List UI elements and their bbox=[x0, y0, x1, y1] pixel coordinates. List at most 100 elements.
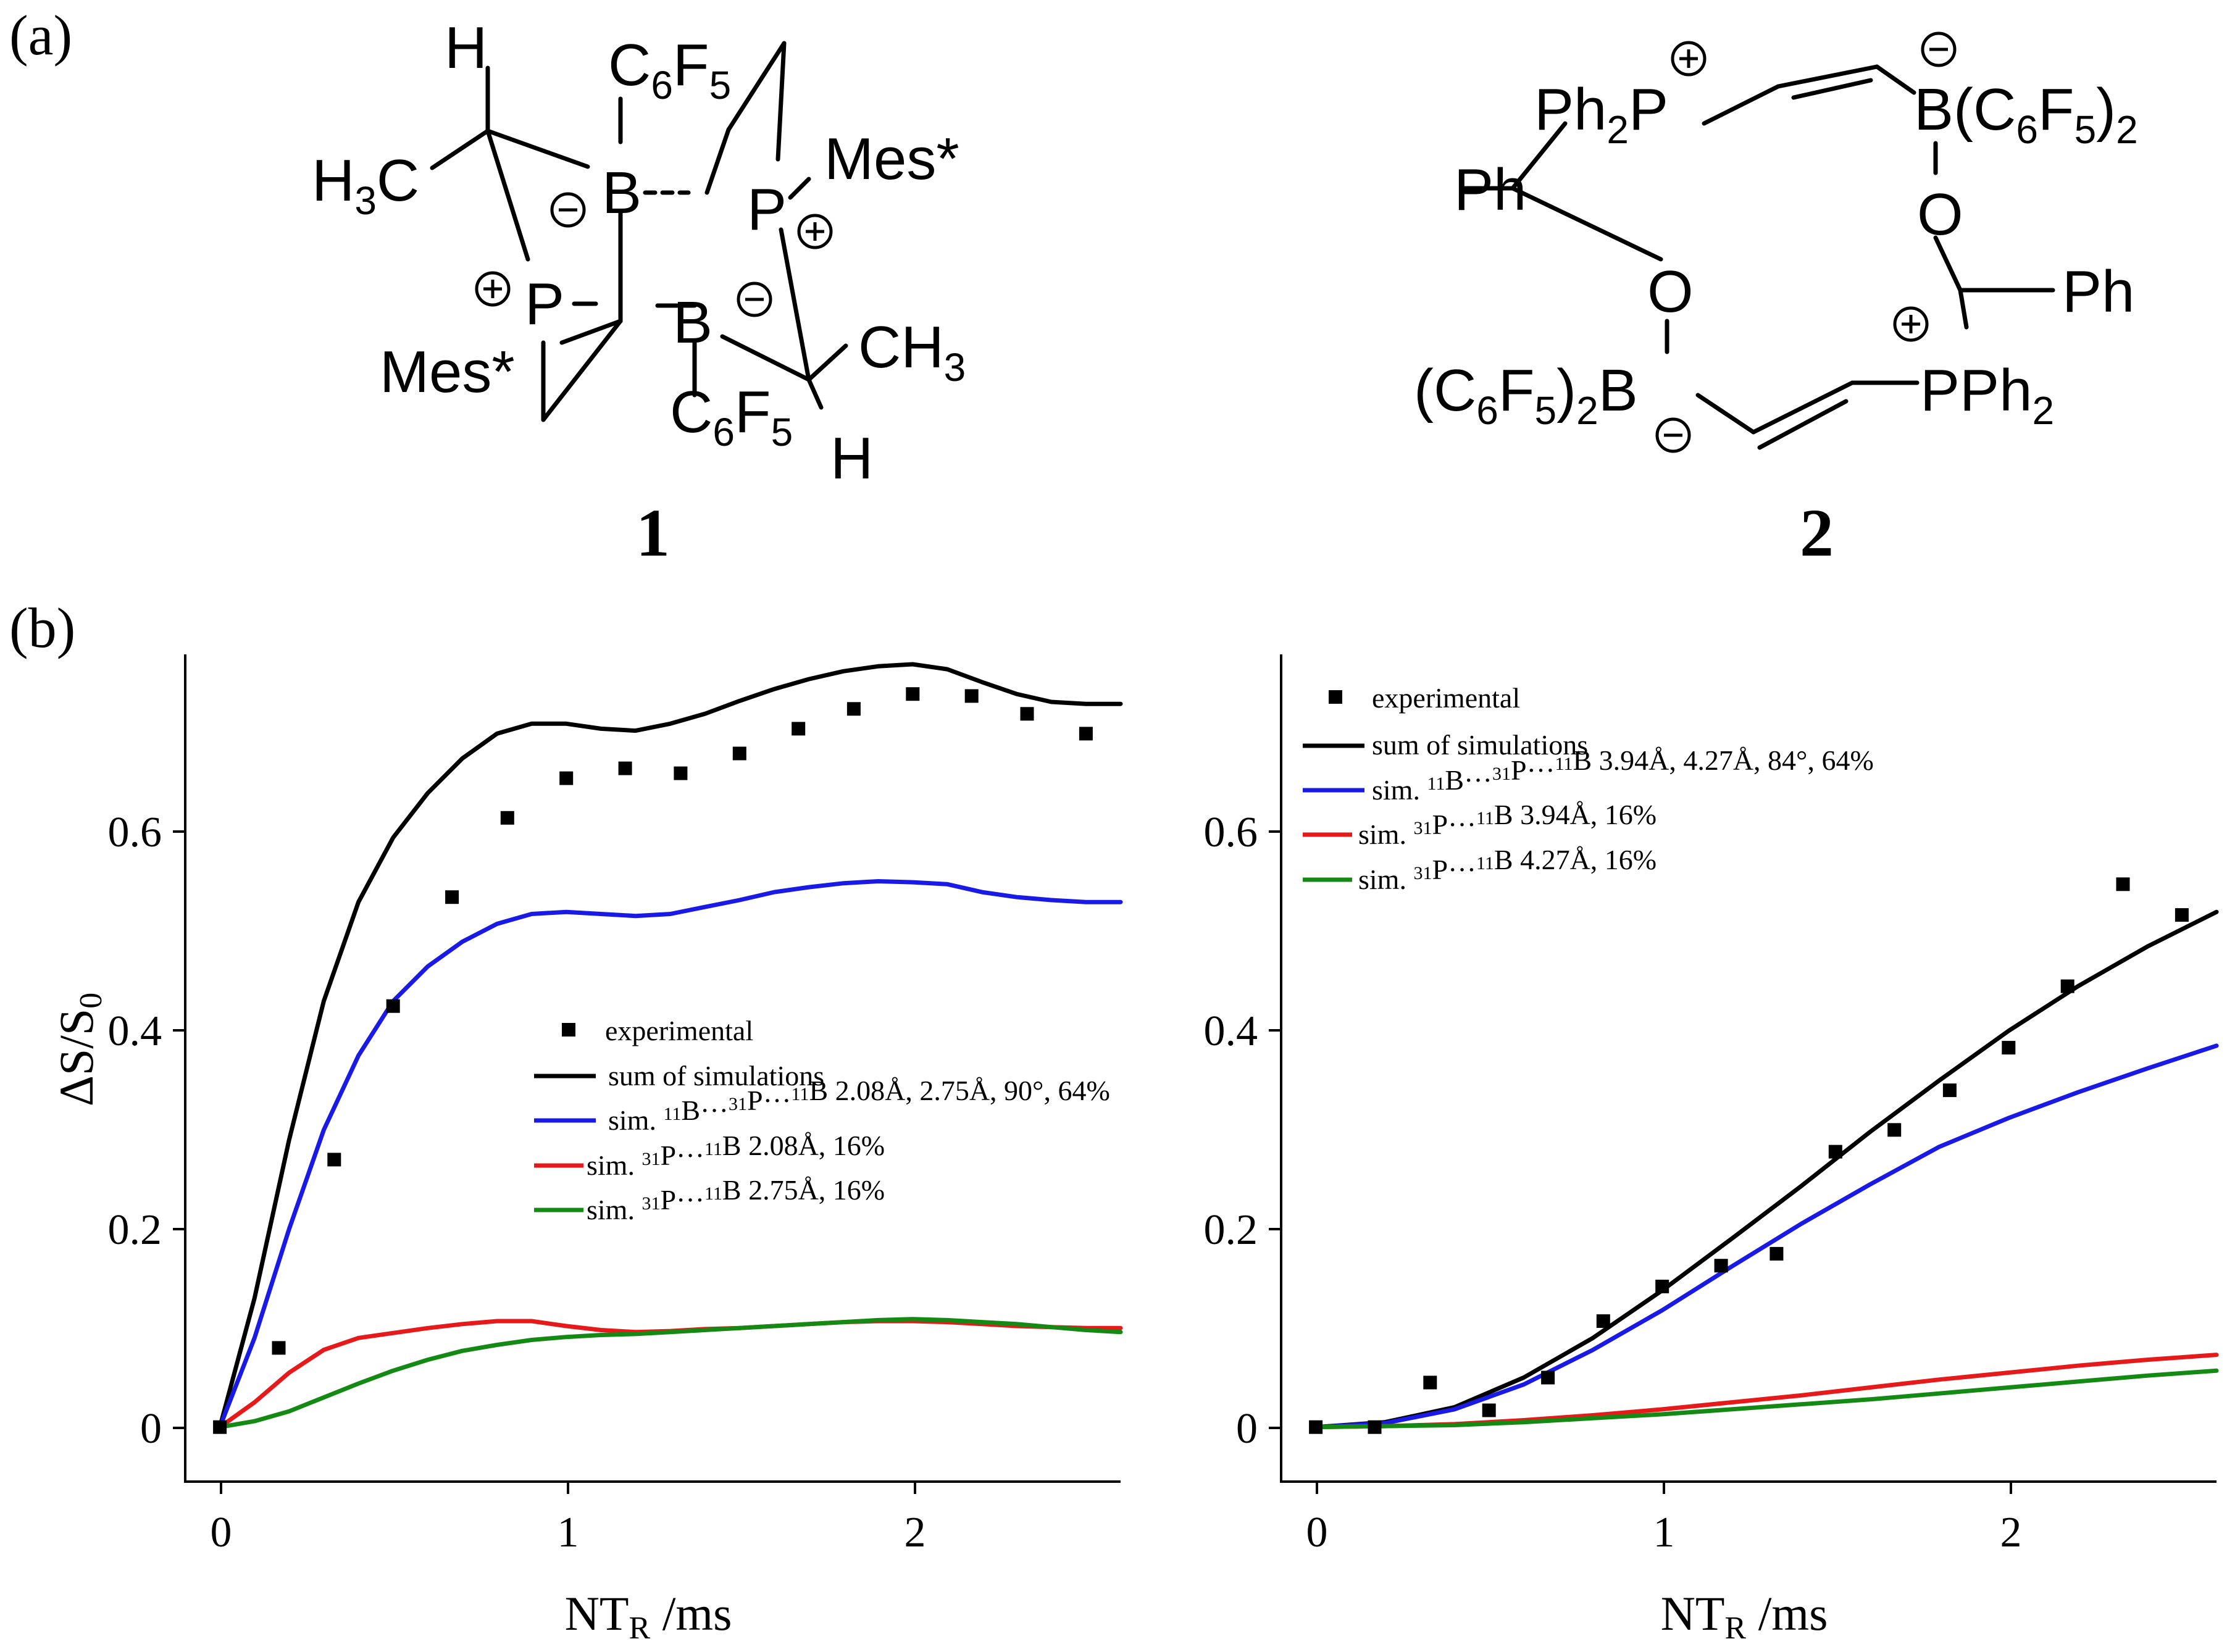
c2-atom-c6f52b: (C6F5)2B bbox=[1414, 357, 1638, 433]
legend-label-sim-pb-a: sim. 31P···11B 2.08Å, 16% bbox=[587, 1130, 885, 1181]
data-point-experimental bbox=[1368, 1420, 1382, 1434]
data-point-experimental bbox=[618, 761, 632, 775]
data-point-experimental bbox=[2116, 877, 2130, 891]
chart-left-legend: experimental sum of simulations sim. 11B… bbox=[534, 1015, 1110, 1225]
c1-atom-p-left: P bbox=[525, 271, 564, 337]
data-point-experimental bbox=[1541, 1370, 1555, 1385]
data-point-experimental bbox=[846, 702, 861, 716]
data-point-experimental bbox=[1423, 1375, 1437, 1390]
chart-right-xtick-label: 2 bbox=[2000, 1509, 2022, 1556]
data-point-experimental bbox=[2175, 908, 2189, 922]
chart-right-xtick-label: 1 bbox=[1653, 1509, 1675, 1556]
data-point-experimental bbox=[1020, 707, 1034, 721]
compound-2-structure: Ph2P B(C6F5)2 Ph O O Ph (C6F5)2B PPh2 2 bbox=[1414, 33, 2138, 570]
c1-atom-h-top: H bbox=[445, 15, 487, 81]
series-line-sum-of-simulations bbox=[1313, 909, 2219, 1430]
data-point-experimental bbox=[1942, 1083, 1957, 1098]
chart-left-x-axis-title: NTR /ms bbox=[565, 1587, 732, 1646]
c2-plus-charge-icon bbox=[1895, 308, 1927, 340]
chart-right-xtick-label: 0 bbox=[1306, 1509, 1328, 1556]
data-point-experimental bbox=[386, 999, 400, 1013]
data-point-experimental bbox=[1655, 1279, 1669, 1293]
legend-label-sum: sum of simulations bbox=[608, 1060, 824, 1091]
data-point-experimental bbox=[1887, 1123, 1902, 1137]
legend-label-experimental: experimental bbox=[1372, 682, 1520, 714]
compound-2-bonds bbox=[1461, 64, 2055, 450]
chart-left-xtick-label: 0 bbox=[211, 1509, 232, 1556]
c2-atom-o-left: O bbox=[1647, 259, 1694, 325]
c2-atom-ph-left: Ph bbox=[1454, 157, 1526, 223]
chart-left-y-axis-title: ΔS/S0 bbox=[49, 993, 109, 1107]
c2-minus-charge-icon bbox=[1923, 33, 1955, 65]
series-line-sum-of-simulations bbox=[217, 662, 1123, 1430]
chart-left-xtick-label: 1 bbox=[558, 1509, 579, 1556]
data-point-experimental bbox=[1482, 1403, 1496, 1417]
chart-right-series bbox=[1309, 877, 2219, 1434]
chart-right-axes-frame bbox=[1280, 654, 2217, 1483]
data-point-experimental bbox=[272, 1341, 286, 1355]
chart-left-xtick-label: 2 bbox=[905, 1509, 926, 1556]
c1-minus-charge-icon bbox=[552, 194, 584, 226]
series-line-sim-11b-31p-11b-2-08-2-75-90-64 bbox=[217, 879, 1123, 1430]
data-point-experimental bbox=[500, 811, 514, 825]
series-line-sim-31p-11b-2-08-16 bbox=[217, 1319, 1123, 1430]
c1-atom-c6f5-bottom: C6F5 bbox=[670, 379, 793, 454]
chart-right-ticks bbox=[1269, 830, 2012, 1494]
c1-atom-c6f5-top: C6F5 bbox=[608, 32, 731, 107]
data-point-experimental bbox=[674, 766, 688, 780]
legend-label-sim-bpb: sim. 11B···31P···11B 3.94Å, 4.27Å, 84°, … bbox=[1372, 745, 1874, 806]
c1-atom-mes-left: Mes* bbox=[380, 339, 515, 405]
legend-marker-experimental bbox=[562, 1023, 575, 1037]
data-point-experimental bbox=[1309, 1420, 1323, 1434]
c1-atom-h3c: H3C bbox=[312, 148, 419, 223]
data-point-experimental bbox=[559, 771, 574, 785]
series-line-sim-11b-31p-11b-3-94-4-27-84-64 bbox=[1313, 1043, 2219, 1430]
data-point-experimental bbox=[1596, 1314, 1610, 1328]
chart-right-ytick-label: 0.4 bbox=[1204, 1007, 1258, 1055]
chart-left-ytick-label: 0.4 bbox=[108, 1007, 162, 1055]
compound-1-bonds bbox=[430, 41, 848, 422]
c1-plus-charge-icon bbox=[799, 215, 831, 248]
data-point-experimental bbox=[445, 890, 459, 904]
chart-left-axes-frame bbox=[184, 654, 1121, 1483]
compound-1-structure: H H3C C6F5 B P Mes* P B CH3 Mes* C6F5 H … bbox=[312, 15, 966, 570]
c1-plus-charge-icon bbox=[477, 273, 509, 305]
chart-right-ytick-label: 0 bbox=[1236, 1405, 1258, 1453]
series-line-sim-31p-11b-4-27-16 bbox=[1313, 1368, 2219, 1430]
data-point-experimental bbox=[1828, 1145, 1842, 1159]
legend-label-sim-pb-a: sim. 31P···11B 3.94Å, 16% bbox=[1358, 799, 1657, 850]
data-point-experimental bbox=[327, 1153, 341, 1167]
series-line-sim-31p-11b-3-94-16 bbox=[1313, 1353, 2219, 1430]
chart-right-legend: experimental sum of simulations sim. 11B… bbox=[1303, 682, 1874, 895]
chart-left-ticks bbox=[173, 830, 916, 1494]
c2-plus-charge-icon bbox=[1673, 43, 1705, 75]
c2-minus-charge-icon bbox=[1657, 419, 1689, 451]
data-point-experimental bbox=[1714, 1259, 1728, 1273]
compound-2-number: 2 bbox=[1800, 495, 1834, 570]
panel-a-label: (a) bbox=[9, 4, 72, 67]
data-point-experimental bbox=[2002, 1041, 2016, 1055]
legend-marker-experimental bbox=[1329, 690, 1342, 704]
data-point-experimental bbox=[1769, 1246, 1784, 1261]
chart-left-series bbox=[213, 662, 1123, 1434]
c1-atom-ch3: CH3 bbox=[858, 314, 966, 390]
legend-label-experimental: experimental bbox=[605, 1015, 753, 1046]
legend-label-sim-pb-b: sim. 31P···11B 4.27Å, 16% bbox=[1358, 844, 1657, 895]
c1-atom-b1: B bbox=[602, 160, 641, 226]
chart-right-ytick-label: 0.6 bbox=[1204, 809, 1258, 856]
legend-label-sim-bpb: sim. 11B···31P···11B 2.08Å, 2.75Å, 90°, … bbox=[608, 1075, 1110, 1136]
c2-atom-pph2: PPh2 bbox=[1920, 357, 2054, 433]
data-point-experimental bbox=[1079, 727, 1093, 741]
chart-right: 0 1 2 0 0.2 0.4 0.6 NTR /ms experimental… bbox=[1204, 654, 2219, 1646]
c1-atom-mes-right: Mes* bbox=[824, 126, 959, 192]
data-point-experimental bbox=[792, 722, 806, 736]
c1-minus-charge-icon bbox=[738, 283, 771, 315]
compound-1-number: 1 bbox=[636, 495, 670, 570]
c1-atom-p-right: P bbox=[747, 177, 787, 243]
data-point-experimental bbox=[213, 1420, 227, 1434]
chart-right-ytick-label: 0.2 bbox=[1204, 1206, 1258, 1254]
chart-left-ytick-label: 0.6 bbox=[108, 809, 162, 856]
chart-left: 0 1 2 0 0.2 0.4 0.6 NTR /ms ΔS/S0 experi… bbox=[49, 654, 1123, 1646]
c2-atom-ph2p: Ph2P bbox=[1534, 77, 1668, 152]
